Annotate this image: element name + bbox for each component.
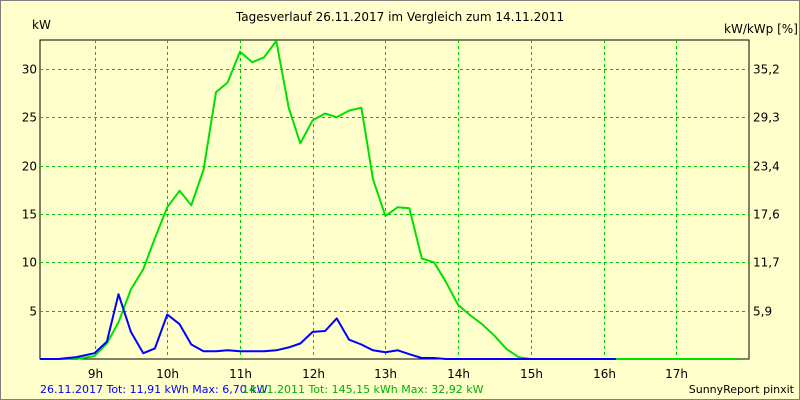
y2-tick-label: 11,7 <box>753 256 780 270</box>
y-tick-label: 30 <box>22 63 37 77</box>
footer-series1-summary: 26.11.2017 Tot: 11,91 kWh Max: 6,70 kW <box>40 383 268 396</box>
x-tick-label: 14h <box>447 367 470 381</box>
series-line-26-11-2017 <box>40 293 616 360</box>
y-axis-unit-right: kW/kWp [%] <box>724 22 798 36</box>
x-tick-label: 11h <box>229 367 252 381</box>
y-tick-label: 5 <box>29 305 37 319</box>
y2-tick-label: 17,6 <box>753 208 780 222</box>
x-tick-label: 9h <box>88 367 103 381</box>
footer-credit: SunnyReport pinxit <box>688 383 794 396</box>
y-tick-label: 20 <box>22 160 37 174</box>
x-tick-label: 13h <box>374 367 397 381</box>
axis-ticks: 9h 10h 11h 12h 13h 14h 15h 16h 17h 5 10 15 20 25 30 5,9… <box>22 63 780 382</box>
y-tick-label: 15 <box>22 208 37 222</box>
y2-tick-label: 29,3 <box>753 111 780 125</box>
x-tick-label: 15h <box>520 367 543 381</box>
chart-title: Tagesverlauf 26.11.2017 im Vergleich zum… <box>235 10 565 24</box>
x-tick-label: 10h <box>156 367 179 381</box>
x-tick-label: 16h <box>593 367 616 381</box>
y2-tick-label: 35,2 <box>753 63 780 77</box>
plot-area <box>39 39 750 360</box>
x-tick-label: 12h <box>302 367 325 381</box>
y2-tick-label: 5,9 <box>753 305 772 319</box>
series-lines <box>40 40 737 360</box>
x-tick-label: 17h <box>665 367 688 381</box>
y-tick-label: 25 <box>22 111 37 125</box>
y-tick-label: 10 <box>22 256 37 270</box>
y2-tick-label: 23,4 <box>753 160 780 174</box>
series-line-14-11-2011 <box>40 40 737 360</box>
footer-series2-summary: 14.11.2011 Tot: 145,15 kWh Max: 32,92 kW <box>242 383 484 396</box>
y-axis-unit-left: kW <box>32 18 51 32</box>
